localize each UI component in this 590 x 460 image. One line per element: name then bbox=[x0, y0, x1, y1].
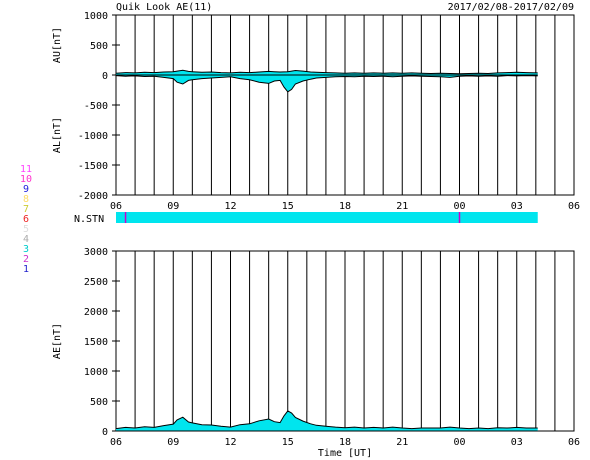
x-tick-label: 18 bbox=[339, 437, 351, 448]
y-tick-label: 0 bbox=[102, 71, 108, 82]
x-tick-label: 06 bbox=[568, 437, 580, 448]
x-tick-label: 06 bbox=[110, 437, 122, 448]
x-tick-label: 03 bbox=[511, 437, 523, 448]
x-tick-label: 06 bbox=[568, 201, 580, 212]
x-tick-label: 06 bbox=[110, 201, 122, 212]
y-tick-label: -1000 bbox=[78, 131, 108, 142]
x-tick-label: 15 bbox=[282, 437, 294, 448]
y-tick-label: 0 bbox=[102, 427, 108, 438]
x-tick-label: 09 bbox=[167, 437, 179, 448]
x-tick-label: 09 bbox=[167, 201, 179, 212]
x-tick-label: 21 bbox=[396, 437, 408, 448]
station-band-panel: N.STN bbox=[74, 212, 538, 225]
station-legend-item: 6 bbox=[23, 214, 29, 225]
series-line-au bbox=[115, 69, 538, 75]
y-tick-label: -500 bbox=[84, 101, 108, 112]
series-line-ae bbox=[115, 410, 538, 430]
y-tick-label: 1000 bbox=[84, 11, 108, 22]
station-band bbox=[116, 212, 538, 223]
station-legend-item: 9 bbox=[23, 184, 29, 195]
station-legend-item: 11 bbox=[20, 164, 32, 175]
y-tick-label: 1000 bbox=[84, 367, 108, 378]
y-axis-label-ae: AE[nT] bbox=[52, 323, 63, 359]
x-tick-label: 15 bbox=[282, 201, 294, 212]
x-tick-label: 00 bbox=[453, 201, 465, 212]
y-tick-label: 1500 bbox=[84, 337, 108, 348]
station-legend-item: 4 bbox=[23, 234, 29, 245]
x-tick-label: 21 bbox=[396, 201, 408, 212]
x-tick-label: 18 bbox=[339, 201, 351, 212]
series-line-al bbox=[115, 75, 538, 93]
date-range: 2017/02/08-2017/02/09 bbox=[448, 2, 574, 13]
station-legend-item: 8 bbox=[23, 194, 29, 205]
x-tick-label: 12 bbox=[224, 437, 236, 448]
y-tick-label: -1500 bbox=[78, 161, 108, 172]
y-tick-label: 2000 bbox=[84, 307, 108, 318]
vertical-grid bbox=[134, 251, 556, 431]
x-tick-label: 03 bbox=[511, 201, 523, 212]
station-band-label: N.STN bbox=[74, 214, 104, 225]
station-legend-item: 10 bbox=[20, 174, 32, 185]
x-tick-label: 12 bbox=[224, 201, 236, 212]
x-tick-label: 00 bbox=[453, 437, 465, 448]
station-legend-item: 7 bbox=[23, 204, 29, 215]
y-axis-label-au: AU[nT] bbox=[52, 27, 63, 63]
y-tick-label: 3000 bbox=[84, 247, 108, 258]
vertical-grid bbox=[134, 15, 556, 195]
station-legend-item: 3 bbox=[23, 244, 29, 255]
series-area-ae bbox=[116, 410, 538, 431]
y-tick-label: -2000 bbox=[78, 191, 108, 202]
station-legend-item: 1 bbox=[23, 264, 29, 275]
y-tick-label: 2500 bbox=[84, 277, 108, 288]
y-tick-label: 500 bbox=[90, 397, 108, 408]
chart-title: Quik Look AE(11) bbox=[116, 2, 212, 13]
y-tick-label: 500 bbox=[90, 41, 108, 52]
y-axis-label-al: AL[nT] bbox=[52, 117, 63, 153]
station-legend-item: 5 bbox=[23, 224, 29, 235]
x-axis-label: Time [UT] bbox=[318, 448, 372, 459]
station-legend-item: 2 bbox=[23, 254, 29, 265]
